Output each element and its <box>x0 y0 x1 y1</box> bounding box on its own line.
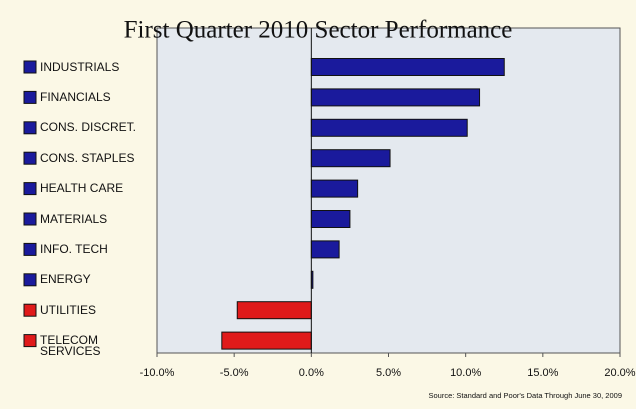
legend-swatch <box>23 151 37 165</box>
legend-swatch <box>23 90 37 104</box>
x-tick-label: 15.0% <box>527 367 558 379</box>
source-note: Source: Standard and Poor's Data Through… <box>428 391 622 400</box>
category-label: INDUSTRIALS <box>40 59 120 74</box>
bar <box>221 331 312 350</box>
category-label: MATERIALS <box>40 211 108 226</box>
x-tick-label: 20.0% <box>604 367 635 379</box>
legend-swatch <box>23 182 37 196</box>
chart-title: First Quarter 2010 Sector Performance <box>124 17 513 44</box>
category-label: CONS. STAPLES <box>40 150 135 165</box>
legend-swatch <box>23 212 37 226</box>
plot-area <box>156 27 621 354</box>
x-tick-label: -5.0% <box>220 367 249 379</box>
bar <box>310 118 468 137</box>
x-tick-label: 0.0% <box>299 367 324 379</box>
bar <box>310 88 481 107</box>
category-label: FINANCIALS <box>40 89 111 104</box>
legend-swatch <box>23 242 37 256</box>
legend-swatch <box>23 273 37 287</box>
category-label: TELECOM SERVICES <box>40 332 101 358</box>
category-label: ENERGY <box>40 272 91 287</box>
category-label: HEALTH CARE <box>40 181 124 196</box>
bar <box>310 179 359 198</box>
bar <box>310 240 340 259</box>
legend-swatch <box>23 121 37 135</box>
legend-swatch <box>23 60 37 74</box>
category-label: INFO. TECH <box>40 241 108 256</box>
category-label: UTILITIES <box>40 302 97 317</box>
bar <box>310 58 505 76</box>
bar <box>310 149 391 168</box>
x-tick-label: 5.0% <box>376 367 401 379</box>
bar <box>236 301 312 320</box>
bar <box>310 210 351 228</box>
x-tick-label: -10.0% <box>140 367 175 379</box>
x-tick-label: 10.0% <box>450 367 481 379</box>
category-label: CONS. DISCRET. <box>40 120 137 135</box>
legend-swatch <box>23 303 37 317</box>
legend-swatch <box>23 334 37 348</box>
